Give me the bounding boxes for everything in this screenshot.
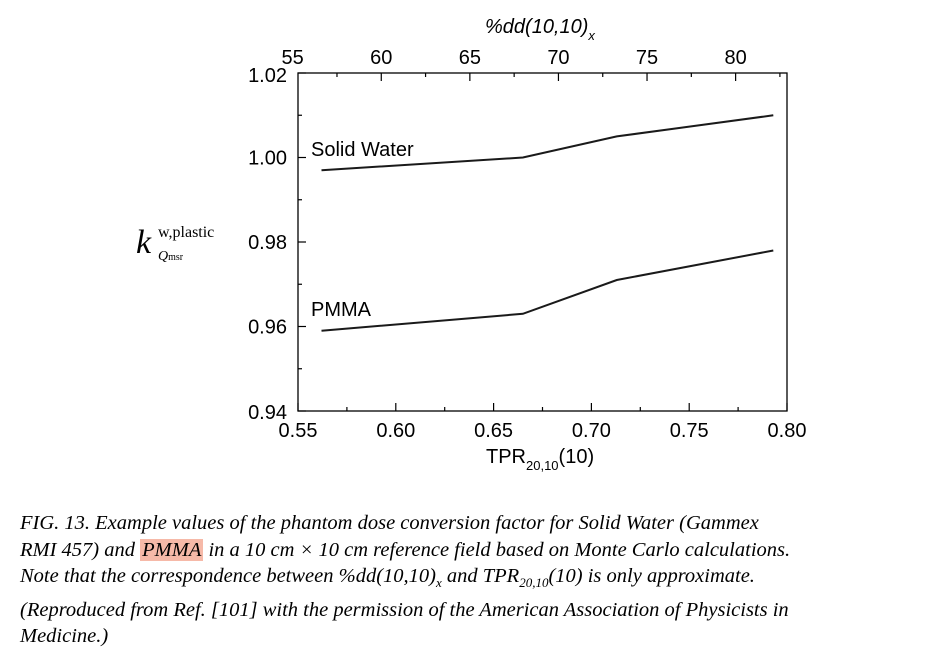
x-tick-label: 0.55 [279,420,318,442]
x-tick-label: 0.65 [474,420,513,442]
y-tick-label: 1.00 [248,148,287,170]
y-axis-subscript-msr: msr [168,252,184,263]
series-label-pmma: PMMA [311,299,372,321]
caption-line-2: RMI 457) and PMMA in a 10 cm × 10 cm ref… [20,537,923,564]
x-tick-label: 0.80 [768,420,807,442]
y-axis-superscript: w,plastic [158,224,215,241]
caption-sub-2010: 20,10 [519,575,549,591]
y-axis-subscript: Qmsr [158,249,183,265]
y-tick-label: 0.94 [248,402,287,424]
x-axis-title-tail: (10) [559,446,595,468]
caption-line-4: (Reproduced from Ref. [101] with the per… [20,598,789,621]
series-line-1 [321,249,774,332]
caption-sub-x: x [435,575,442,591]
top-axis-title: %dd(10,10)x [485,16,595,43]
caption-line-3-a: Note that the correspondence between %dd… [20,565,436,587]
y-axis-subscript-q: Q [158,249,169,264]
x-axis-title: TPR20,10(10) [486,446,594,473]
y-tick-label: 0.98 [248,232,287,254]
top-tick-label: 60 [370,47,392,69]
y-tick-label: 1.02 [248,65,287,87]
top-tick-label: 65 [459,47,481,69]
caption-line-5: Medicine.) [20,625,109,648]
caption-highlight-pmma: PMMA [140,538,204,561]
caption-line-3-b: and TPR [441,565,520,587]
caption-line-1: FIG. 13. Example values of the phantom d… [20,512,759,534]
caption-line-3-c: (10) is only approximate. [548,565,755,587]
top-tick-label: 70 [547,47,569,69]
series-lines [321,114,774,332]
top-tick-label: 80 [724,47,746,69]
figure-caption: FIG. 13. Example values of the phantom d… [20,510,923,650]
top-axis-title-main: %dd(10,10) [485,16,588,38]
caption-line-3: Note that the correspondence between %dd… [20,563,923,597]
x-axis-title-main: TPR [486,446,526,468]
series-line-0 [321,114,774,172]
top-tick-label: 55 [282,47,304,69]
caption-line-2-start: RMI 457) and [20,538,141,561]
x-tick-label: 0.60 [376,420,415,442]
x-tick-label: 0.75 [670,420,709,442]
x-tick-label: 0.70 [572,420,611,442]
y-axis-symbol: k [136,224,152,261]
chart: 0.55 0.60 0.65 0.70 0.75 0.80 0.94 0.96 0.98 1.00… [248,16,806,473]
top-axis-title-sub: x [587,28,595,43]
x-axis-title-sub: 20,10 [526,458,559,473]
series-label-solid-water: Solid Water [311,139,414,161]
caption-line-2-end: in a 10 cm × 10 cm reference field based… [203,538,791,561]
y-axis-title: k w,plastic Qmsr [136,224,236,274]
axis-ticks: 0.55 0.60 0.65 0.70 0.75 0.80 0.94 0.96 0.98 1.00… [248,47,806,442]
y-tick-label: 0.96 [248,317,287,339]
top-tick-label: 75 [636,47,658,69]
